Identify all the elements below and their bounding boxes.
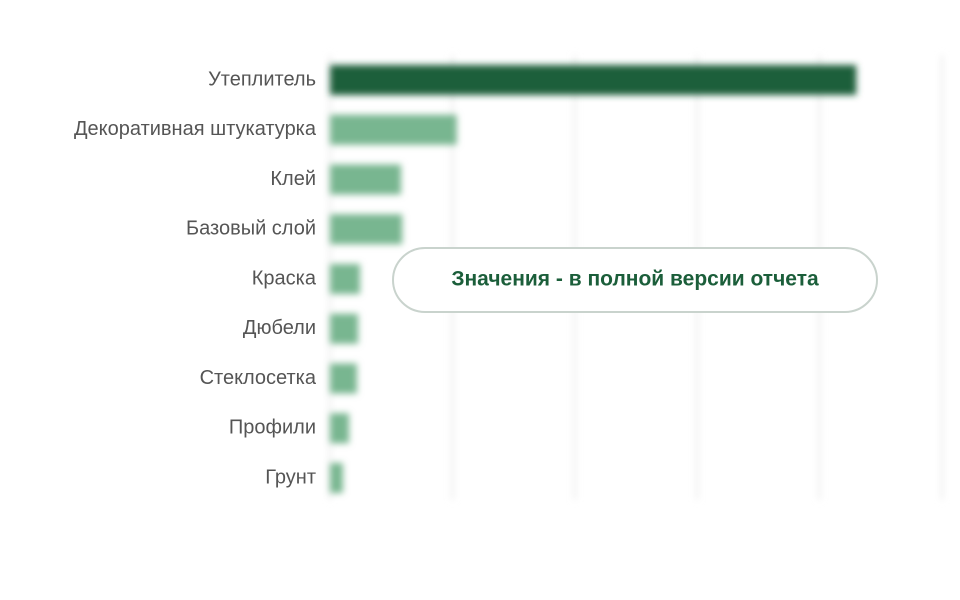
category-label: Декоративная штукатурка <box>74 118 317 140</box>
bar <box>330 463 343 493</box>
category-label: Профили <box>229 417 316 439</box>
bar <box>330 164 401 195</box>
bar <box>330 214 403 245</box>
category-label: Грунт <box>265 466 316 488</box>
annotation: Значения - в полной версии отчета <box>451 268 819 291</box>
annotation-box <box>392 247 878 313</box>
category-label: Клей <box>270 168 316 190</box>
bar <box>330 413 349 444</box>
bar <box>330 264 360 294</box>
category-label: Стеклосетка <box>200 367 317 389</box>
category-label: Утеплитель <box>208 68 316 90</box>
bars <box>330 65 857 493</box>
bar <box>330 65 857 95</box>
category-label: Базовый слой <box>186 218 316 240</box>
bar <box>330 363 357 394</box>
bar <box>330 313 359 344</box>
labels: Утеплитель Декоративная штукатурка Клей Баз… <box>74 68 317 488</box>
category-label: Дюбели <box>243 317 316 339</box>
bar <box>330 114 457 145</box>
category-label: Краска <box>252 267 317 289</box>
